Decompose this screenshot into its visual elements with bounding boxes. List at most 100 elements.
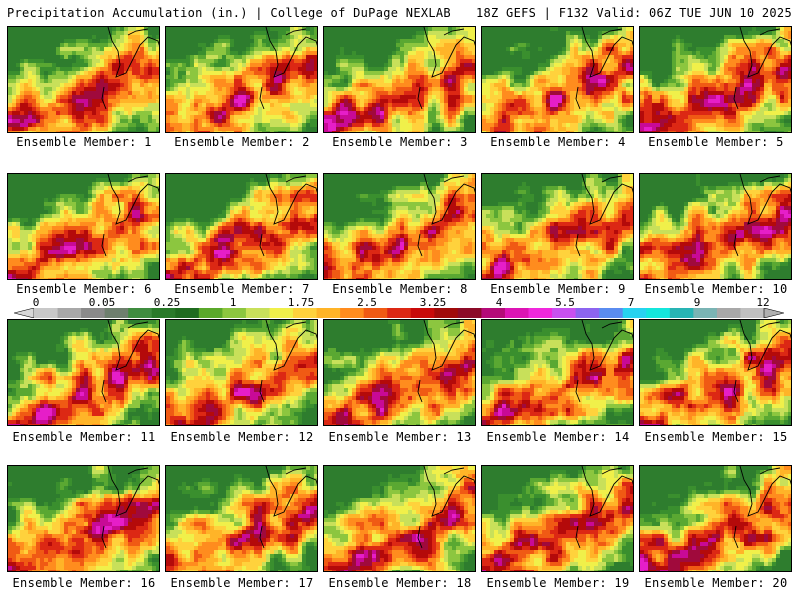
member-map-1 bbox=[7, 26, 160, 133]
precip-field-20 bbox=[640, 466, 791, 571]
precip-field-4 bbox=[482, 27, 633, 132]
member-label-10: Ensemble Member: 10 bbox=[637, 282, 795, 296]
member-map-17 bbox=[165, 465, 318, 572]
member-map-6 bbox=[7, 173, 160, 280]
great-lakes-outline bbox=[733, 174, 791, 257]
member-map-3 bbox=[323, 26, 476, 133]
colorbar-tick-label: 3.25 bbox=[420, 296, 447, 309]
colorbar-tick-label: 2.5 bbox=[357, 296, 377, 309]
colorbar-tick-label: 5.5 bbox=[555, 296, 575, 309]
colorbar-swatch bbox=[245, 308, 270, 318]
precip-field-1 bbox=[8, 27, 159, 132]
member-label-6: Ensemble Member: 6 bbox=[5, 282, 163, 296]
great-lakes-outline bbox=[733, 27, 791, 110]
member-map-13 bbox=[323, 319, 476, 426]
member-label-1: Ensemble Member: 1 bbox=[5, 135, 163, 149]
colorbar-swatch bbox=[293, 308, 318, 318]
great-lakes-outline bbox=[417, 174, 475, 257]
colorbar-swatch bbox=[622, 308, 647, 318]
colorbar-swatch bbox=[175, 308, 200, 318]
colorbar-swatch bbox=[410, 308, 435, 318]
colorbar-high-arrow bbox=[763, 308, 784, 318]
great-lakes-outline bbox=[101, 320, 159, 403]
member-map-4 bbox=[481, 26, 634, 133]
member-label-7: Ensemble Member: 7 bbox=[163, 282, 321, 296]
precip-field-19 bbox=[482, 466, 633, 571]
member-map-12 bbox=[165, 319, 318, 426]
member-label-9: Ensemble Member: 9 bbox=[479, 282, 637, 296]
great-lakes-outline bbox=[575, 27, 633, 110]
colorbar-swatch bbox=[151, 308, 176, 318]
member-label-4: Ensemble Member: 4 bbox=[479, 135, 637, 149]
precip-field-7 bbox=[166, 174, 317, 279]
member-map-14 bbox=[481, 319, 634, 426]
colorbar-tick-label: 1 bbox=[230, 296, 237, 309]
colorbar-swatch bbox=[34, 308, 59, 318]
colorbar-swatch bbox=[269, 308, 294, 318]
precip-field-15 bbox=[640, 320, 791, 425]
member-label-20: Ensemble Member: 20 bbox=[637, 576, 795, 590]
colorbar-swatch bbox=[128, 308, 153, 318]
colorbar-tick-label: 9 bbox=[694, 296, 701, 309]
valid-time: 18Z GEFS | F132 Valid: 06Z TUE JUN 10 20… bbox=[476, 6, 792, 20]
colorbar-low-arrow bbox=[14, 308, 35, 318]
member-map-16 bbox=[7, 465, 160, 572]
colorbar-swatch bbox=[387, 308, 412, 318]
colorbar-swatch bbox=[198, 308, 223, 318]
member-label-14: Ensemble Member: 14 bbox=[479, 430, 637, 444]
great-lakes-outline bbox=[417, 27, 475, 110]
colorbar-swatch bbox=[104, 308, 129, 318]
colorbar-tick-label: 0 bbox=[33, 296, 40, 309]
member-label-19: Ensemble Member: 19 bbox=[479, 576, 637, 590]
precip-field-3 bbox=[324, 27, 475, 132]
member-label-15: Ensemble Member: 15 bbox=[637, 430, 795, 444]
colorbar-tick-label: 7 bbox=[628, 296, 635, 309]
great-lakes-outline bbox=[101, 466, 159, 549]
colorbar-swatch bbox=[693, 308, 718, 318]
precip-field-2 bbox=[166, 27, 317, 132]
member-map-11 bbox=[7, 319, 160, 426]
member-label-3: Ensemble Member: 3 bbox=[321, 135, 479, 149]
member-label-11: Ensemble Member: 11 bbox=[5, 430, 163, 444]
member-map-15 bbox=[639, 319, 792, 426]
precip-field-6 bbox=[8, 174, 159, 279]
precip-field-13 bbox=[324, 320, 475, 425]
colorbar-swatch bbox=[504, 308, 530, 318]
product-title: Precipitation Accumulation (in.) | Colle… bbox=[7, 6, 451, 20]
colorbar-swatch bbox=[81, 308, 106, 318]
colorbar-swatch bbox=[457, 308, 482, 318]
member-map-10 bbox=[639, 173, 792, 280]
precip-field-16 bbox=[8, 466, 159, 571]
colorbar-swatch bbox=[481, 308, 506, 318]
member-map-7 bbox=[165, 173, 318, 280]
colorbar-swatch bbox=[340, 308, 365, 318]
member-label-12: Ensemble Member: 12 bbox=[163, 430, 321, 444]
great-lakes-outline bbox=[259, 174, 317, 257]
precip-field-9 bbox=[482, 174, 633, 279]
great-lakes-outline bbox=[733, 320, 791, 403]
member-label-13: Ensemble Member: 13 bbox=[321, 430, 479, 444]
colorbar-swatch bbox=[222, 308, 247, 318]
colorbar-swatch bbox=[552, 308, 577, 318]
member-map-2 bbox=[165, 26, 318, 133]
header: Precipitation Accumulation (in.) | Colle… bbox=[7, 6, 792, 22]
member-label-17: Ensemble Member: 17 bbox=[163, 576, 321, 590]
colorbar-swatch bbox=[57, 308, 82, 318]
colorbar-swatch bbox=[669, 308, 694, 318]
precip-field-11 bbox=[8, 320, 159, 425]
great-lakes-outline bbox=[575, 174, 633, 257]
member-label-5: Ensemble Member: 5 bbox=[637, 135, 795, 149]
great-lakes-outline bbox=[259, 320, 317, 403]
member-label-8: Ensemble Member: 8 bbox=[321, 282, 479, 296]
colorbar-tick-label: 4 bbox=[496, 296, 503, 309]
great-lakes-outline bbox=[101, 174, 159, 257]
member-map-8 bbox=[323, 173, 476, 280]
great-lakes-outline bbox=[733, 466, 791, 549]
colorbar-swatch bbox=[316, 308, 341, 318]
colorbar-swatch bbox=[363, 308, 388, 318]
great-lakes-outline bbox=[417, 320, 475, 403]
colorbar-tick-label: 0.25 bbox=[154, 296, 181, 309]
colorbar-swatch bbox=[575, 308, 600, 318]
great-lakes-outline bbox=[101, 27, 159, 110]
great-lakes-outline bbox=[575, 320, 633, 403]
